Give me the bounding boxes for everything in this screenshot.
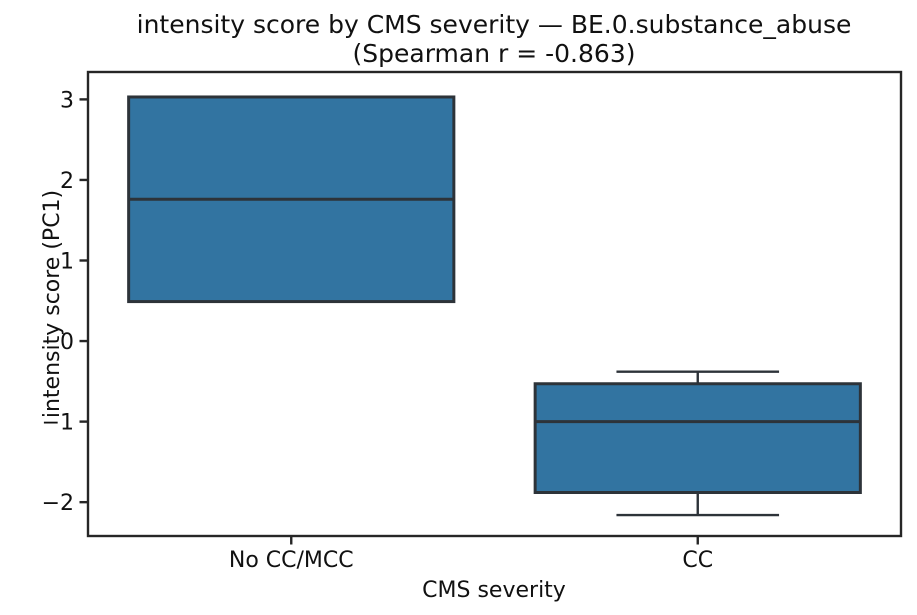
chart-title-line2: (Spearman r = -0.863): [353, 39, 636, 68]
boxplot-box: [533, 382, 862, 494]
y-axis-label: intensity score (PC1): [40, 190, 65, 418]
x-tick-label: No CC/MCC: [229, 548, 354, 573]
y-tick-label: −1: [42, 411, 74, 436]
axes-spines: [86, 70, 903, 538]
plot-area: 3 2 1 0 −1 −2 No CC/MCC CC: [42, 70, 903, 573]
y-tick-label: 1: [60, 250, 74, 275]
y-tick-label: −2: [42, 491, 74, 516]
x-axis-label: CMS severity: [422, 578, 566, 603]
y-tick-label: 3: [60, 88, 74, 113]
chart-title-line1: intensity score by CMS severity — BE.0.s…: [137, 10, 852, 39]
x-tick-label: CC: [682, 548, 713, 573]
y-tick-label: 0: [60, 330, 74, 355]
y-tick-label: 2: [60, 169, 74, 194]
